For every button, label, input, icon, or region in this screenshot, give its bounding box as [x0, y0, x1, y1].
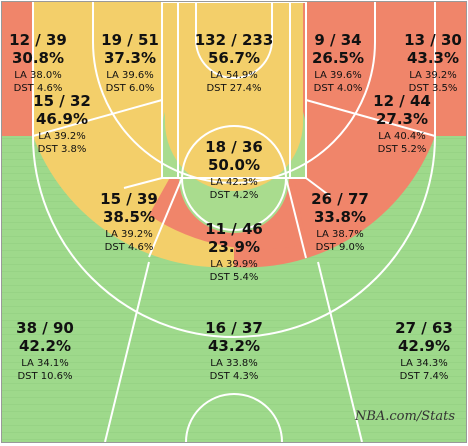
zone-left-wing-mid-pct: 38.5%: [103, 208, 155, 226]
zone-left-elbow-mid-pct: 37.3%: [104, 49, 156, 67]
zone-left-corner-3-fill: [2, 2, 33, 136]
zone-left-baseline-mid-fga: 15 / 32: [33, 92, 91, 110]
zone-left-corner-3-dst: DST 4.6%: [14, 83, 63, 94]
line-ft-circle-top: [181, 125, 287, 179]
zone-paint-non-ra-dst: DST 4.2%: [210, 190, 259, 201]
zone-restricted-area-dst: DST 27.4%: [206, 83, 261, 94]
zone-left-elbow-mid-fga: 19 / 51: [101, 31, 159, 49]
zone-right-corner-3-fill: [435, 2, 466, 136]
line-left-diag-upper: [32, 99, 163, 137]
zone-right-corner-3-dst: DST 3.5%: [409, 83, 458, 94]
zone-right-wing-3-dst: DST 7.4%: [400, 371, 449, 382]
zone-top-key-3-fga: 16 / 37: [205, 319, 263, 337]
zone-left-wing-3-fga: 38 / 90: [16, 319, 74, 337]
line-right-diag-mid: [305, 177, 331, 197]
zone-right-baseline-mid-pct: 27.3%: [376, 110, 428, 128]
line-left-diag-mid: [123, 177, 163, 189]
zone-left-baseline-mid-pct: 46.9%: [36, 110, 88, 128]
zone-right-wing-3-pct: 42.9%: [398, 337, 450, 355]
zone-left-elbow-mid-dst: DST 6.0%: [106, 83, 155, 94]
zone-top-key-mid-pct: 23.9%: [208, 238, 260, 256]
zone-left-elbow-mid-la: LA 39.6%: [106, 70, 154, 81]
zone-restricted-rect-fill: [178, 2, 290, 132]
line-paint-inner: [177, 2, 291, 179]
zone-right-elbow-mid-fga: 9 / 34: [314, 31, 361, 49]
zone-left-corner-3-la: LA 38.0%: [14, 70, 62, 81]
line-left-3-diag: [104, 261, 150, 442]
zone-right-corner-3-la: LA 39.2%: [409, 70, 457, 81]
zone-left-wing-mid-la: LA 39.2%: [105, 229, 153, 240]
line-center-circle: [185, 393, 283, 442]
zone-right-wing-3-fga: 27 / 63: [395, 319, 453, 337]
zone-paint-non-ra-pct: 50.0%: [208, 156, 260, 174]
zone-left-baseline-mid-dst: DST 3.8%: [38, 144, 87, 155]
zone-top-key-mid-la: LA 39.9%: [210, 259, 258, 270]
line-ft-circle-bottom: [181, 177, 287, 231]
watermark: NBA.com/Stats: [354, 409, 455, 424]
zone-left-wing-3-la: LA 34.1%: [21, 358, 69, 369]
zone-right-corner-3-pct: 43.3%: [407, 49, 459, 67]
zone-right-wing-3-la: LA 34.3%: [400, 358, 448, 369]
zone-left-corner-3-fga: 12 / 39: [9, 31, 67, 49]
zone-left-corner-3-pct: 30.8%: [12, 49, 64, 67]
zone-right-baseline-mid-la: LA 40.4%: [378, 131, 426, 142]
line-restricted-arc: [195, 2, 273, 79]
zone-right-baseline-mid-dst: DST 5.2%: [378, 144, 427, 155]
zone-right-wing-mid-la: LA 38.7%: [316, 229, 364, 240]
zone-paint-non-ra-la: LA 42.3%: [210, 177, 258, 188]
zone-restricted-area-fga: 132 / 233: [195, 31, 274, 49]
zone-restricted-area-pct: 56.7%: [208, 49, 260, 67]
zone-right-elbow-mid-dst: DST 4.0%: [314, 83, 363, 94]
line-right-key-diag: [285, 177, 307, 259]
zone-right-wing-mid-pct: 33.8%: [314, 208, 366, 226]
zone-right-elbow-mid-pct: 26.5%: [312, 49, 364, 67]
zone-left-wing-mid-fga: 15 / 39: [100, 190, 158, 208]
zone-restricted-area-la: LA 54.9%: [210, 70, 258, 81]
zone-top-key-3-la: LA 33.8%: [210, 358, 258, 369]
line-three-point-arc: [32, 135, 436, 338]
zone-left-wing-3-dst: DST 10.6%: [17, 371, 72, 382]
zone-paint-non-ra-fga: 18 / 36: [205, 138, 263, 156]
zone-right-wing-mid-dst: DST 9.0%: [316, 242, 365, 253]
line-left-key-diag: [148, 177, 183, 258]
zone-top-key-mid-dst: DST 5.4%: [210, 272, 259, 283]
line-mid-ring: [92, 2, 376, 184]
zone-right-corner-3-fga: 13 / 30: [404, 31, 462, 49]
zone-left-baseline-mid-la: LA 39.2%: [38, 131, 86, 142]
line-right-3-diag: [317, 261, 363, 442]
zone-right-baseline-mid-fga: 12 / 44: [373, 92, 431, 110]
zone-top-key-3-dst: DST 4.3%: [210, 371, 259, 382]
zone-right-elbow-mid-la: LA 39.6%: [314, 70, 362, 81]
zone-left-wing-mid-dst: DST 4.6%: [105, 242, 154, 253]
line-right-diag-upper: [305, 99, 436, 137]
zone-top-key-3-pct: 43.2%: [208, 337, 260, 355]
zone-top-key-mid-fga: 11 / 46: [205, 220, 263, 238]
zone-left-wing-3-pct: 42.2%: [19, 337, 71, 355]
zone-right-wing-mid-fga: 26 / 77: [311, 190, 369, 208]
